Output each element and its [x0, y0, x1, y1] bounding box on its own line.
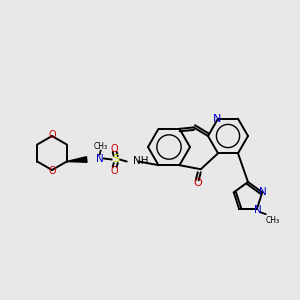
Text: O: O [111, 143, 118, 154]
Text: CH₃: CH₃ [266, 216, 280, 225]
Text: O: O [48, 166, 56, 176]
Text: NH: NH [133, 157, 148, 166]
Text: S: S [112, 154, 119, 164]
Text: CH₃: CH₃ [94, 142, 108, 151]
Text: N: N [254, 205, 262, 215]
Text: N: N [213, 114, 221, 124]
Polygon shape [67, 157, 87, 162]
Text: O: O [194, 178, 202, 188]
Text: N: N [260, 188, 267, 197]
Text: O: O [111, 166, 118, 176]
Text: N: N [96, 154, 104, 164]
Text: O: O [48, 130, 56, 140]
